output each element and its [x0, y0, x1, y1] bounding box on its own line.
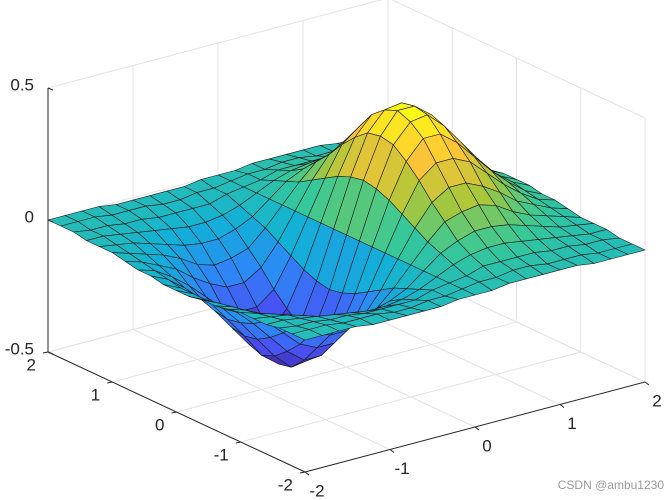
grid-line — [47, 0, 383, 89]
z-tick-label: 0.5 — [10, 75, 34, 94]
surface-patch — [291, 329, 323, 341]
tick-mark — [474, 426, 480, 431]
tick-mark — [47, 87, 54, 91]
y-tick-label: -1 — [214, 445, 229, 464]
tick-mark — [47, 351, 54, 355]
tick-mark — [42, 351, 49, 354]
z-tick-label: 0 — [25, 207, 34, 226]
tick-mark — [559, 404, 565, 408]
tick-mark — [235, 441, 241, 444]
x-tick-label: 0 — [482, 436, 491, 455]
tick-mark — [171, 411, 177, 414]
x-tick-label: 1 — [567, 414, 576, 433]
y-tick-label: 1 — [91, 385, 100, 404]
y-tick-label: 0 — [155, 415, 164, 434]
tick-mark — [389, 449, 395, 453]
grid-line — [391, 0, 646, 119]
grid-line — [176, 321, 517, 413]
z-tick-label: -0.5 — [5, 339, 34, 358]
y-tick-label: 2 — [27, 355, 36, 374]
grid-line — [240, 351, 581, 443]
tick-mark — [644, 381, 650, 386]
watermark: CSDN @ambu1230 — [558, 478, 665, 492]
y-tick-label: -2 — [278, 475, 293, 494]
tick-mark — [304, 471, 310, 476]
tick-mark — [299, 471, 306, 474]
x-tick-label: -1 — [394, 459, 409, 478]
surface — [47, 102, 646, 368]
tick-mark — [47, 219, 54, 223]
x-tick-label: -2 — [309, 481, 324, 500]
tick-mark — [107, 381, 113, 384]
x-tick-label: 2 — [652, 391, 661, 410]
